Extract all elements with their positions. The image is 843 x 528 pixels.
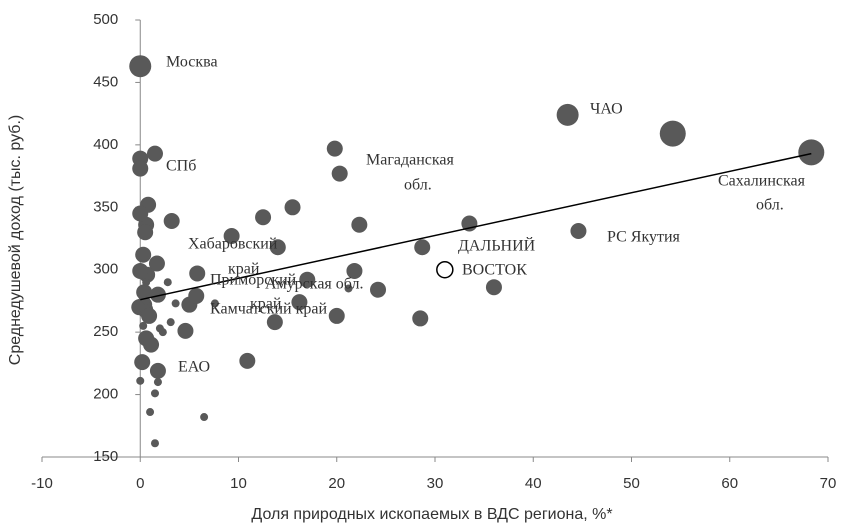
point xyxy=(189,265,206,282)
annotation: СПб xyxy=(166,158,196,175)
point xyxy=(326,140,343,157)
point xyxy=(149,286,166,303)
point xyxy=(158,328,167,337)
annotation: обл. xyxy=(756,197,784,214)
point xyxy=(136,376,145,385)
point xyxy=(150,389,159,398)
point xyxy=(139,321,148,330)
x-tick-label: 70 xyxy=(820,475,837,492)
point xyxy=(146,408,155,417)
x-tick-label: -10 xyxy=(31,475,53,492)
point xyxy=(351,216,368,233)
point xyxy=(143,336,160,353)
point xyxy=(414,239,431,256)
point xyxy=(344,284,353,293)
point xyxy=(163,213,180,230)
x-tick-label: 40 xyxy=(525,475,542,492)
y-tick-label: 150 xyxy=(93,448,118,465)
point xyxy=(163,278,172,287)
point xyxy=(142,278,151,287)
annotation: ЧАО xyxy=(590,101,623,118)
annotation: Сахалинская xyxy=(718,173,806,190)
x-tick-label: 20 xyxy=(328,475,345,492)
point xyxy=(146,145,163,162)
point xyxy=(331,165,348,182)
point xyxy=(137,224,154,241)
annotation: ЕАО xyxy=(178,359,210,376)
point xyxy=(412,310,429,327)
point xyxy=(223,228,240,245)
y-tick-label: 400 xyxy=(93,136,118,153)
point xyxy=(200,413,209,422)
annotation: ДАЛЬНИЙ xyxy=(458,236,536,255)
point xyxy=(269,239,286,256)
point xyxy=(132,160,149,177)
point xyxy=(239,352,256,369)
point xyxy=(177,322,194,339)
point xyxy=(210,299,219,308)
point xyxy=(284,199,301,216)
point xyxy=(266,314,283,331)
annotation: край xyxy=(250,296,282,313)
y-tick-label: 200 xyxy=(93,386,118,403)
trend-line xyxy=(140,152,812,301)
annotation: Приморский xyxy=(210,272,297,289)
point xyxy=(436,260,454,279)
point xyxy=(153,378,162,387)
annotation: обл. xyxy=(404,177,432,194)
point xyxy=(556,103,579,126)
point xyxy=(485,279,502,296)
point xyxy=(132,205,149,222)
x-tick-label: 50 xyxy=(623,475,640,492)
point xyxy=(370,281,387,298)
annotation: Москва xyxy=(166,54,218,71)
x-tick-label: 60 xyxy=(721,475,738,492)
annotation: Магаданская xyxy=(366,152,455,169)
point xyxy=(798,139,825,166)
point xyxy=(148,255,165,272)
annotation: Амурская обл. xyxy=(265,276,364,293)
point xyxy=(291,294,308,311)
point xyxy=(659,120,686,147)
point xyxy=(141,307,158,324)
point xyxy=(171,299,180,308)
x-tick-label: 30 xyxy=(427,475,444,492)
point xyxy=(299,271,316,288)
point xyxy=(346,262,363,279)
y-axis-label: Среднедушевой доход (тыс. руб.) xyxy=(7,115,24,365)
point xyxy=(149,362,166,379)
annotation: РС Якутия xyxy=(607,229,681,246)
point xyxy=(188,287,205,304)
annotation: Хабаровский xyxy=(188,236,278,253)
point xyxy=(328,307,345,324)
point xyxy=(136,284,153,301)
y-tick-label: 450 xyxy=(93,73,118,90)
point xyxy=(132,262,149,279)
annotation: Камчатский край xyxy=(210,301,327,318)
x-tick-label: 10 xyxy=(230,475,247,492)
x-tick-label: 0 xyxy=(136,475,144,492)
y-tick-label: 300 xyxy=(93,261,118,278)
point xyxy=(255,209,272,226)
point xyxy=(150,439,159,448)
point xyxy=(129,55,152,78)
point xyxy=(134,354,151,371)
point xyxy=(135,246,152,263)
annotation: край xyxy=(228,261,260,278)
point xyxy=(166,318,175,327)
y-tick-label: 250 xyxy=(93,323,118,340)
y-tick-label: 350 xyxy=(93,198,118,215)
y-tick-label: 500 xyxy=(93,11,118,28)
point xyxy=(570,223,587,240)
annotation: ВОСТОК xyxy=(462,262,527,279)
x-axis-label: Доля природных ископаемых в ВДС региона,… xyxy=(251,506,612,523)
